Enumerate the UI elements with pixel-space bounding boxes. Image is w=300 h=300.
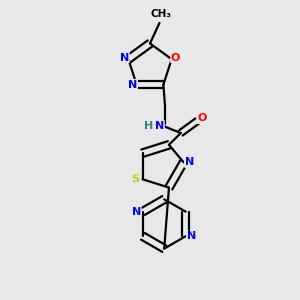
Text: N: N: [132, 207, 141, 217]
Text: N: N: [185, 157, 194, 167]
Text: N: N: [187, 231, 196, 241]
Text: N: N: [128, 80, 137, 90]
Text: S: S: [132, 174, 140, 184]
Text: CH₃: CH₃: [151, 9, 172, 19]
Text: N: N: [120, 52, 129, 63]
Text: O: O: [171, 52, 180, 63]
Text: H: H: [144, 121, 153, 131]
Text: O: O: [198, 113, 207, 124]
Text: N: N: [155, 121, 164, 131]
